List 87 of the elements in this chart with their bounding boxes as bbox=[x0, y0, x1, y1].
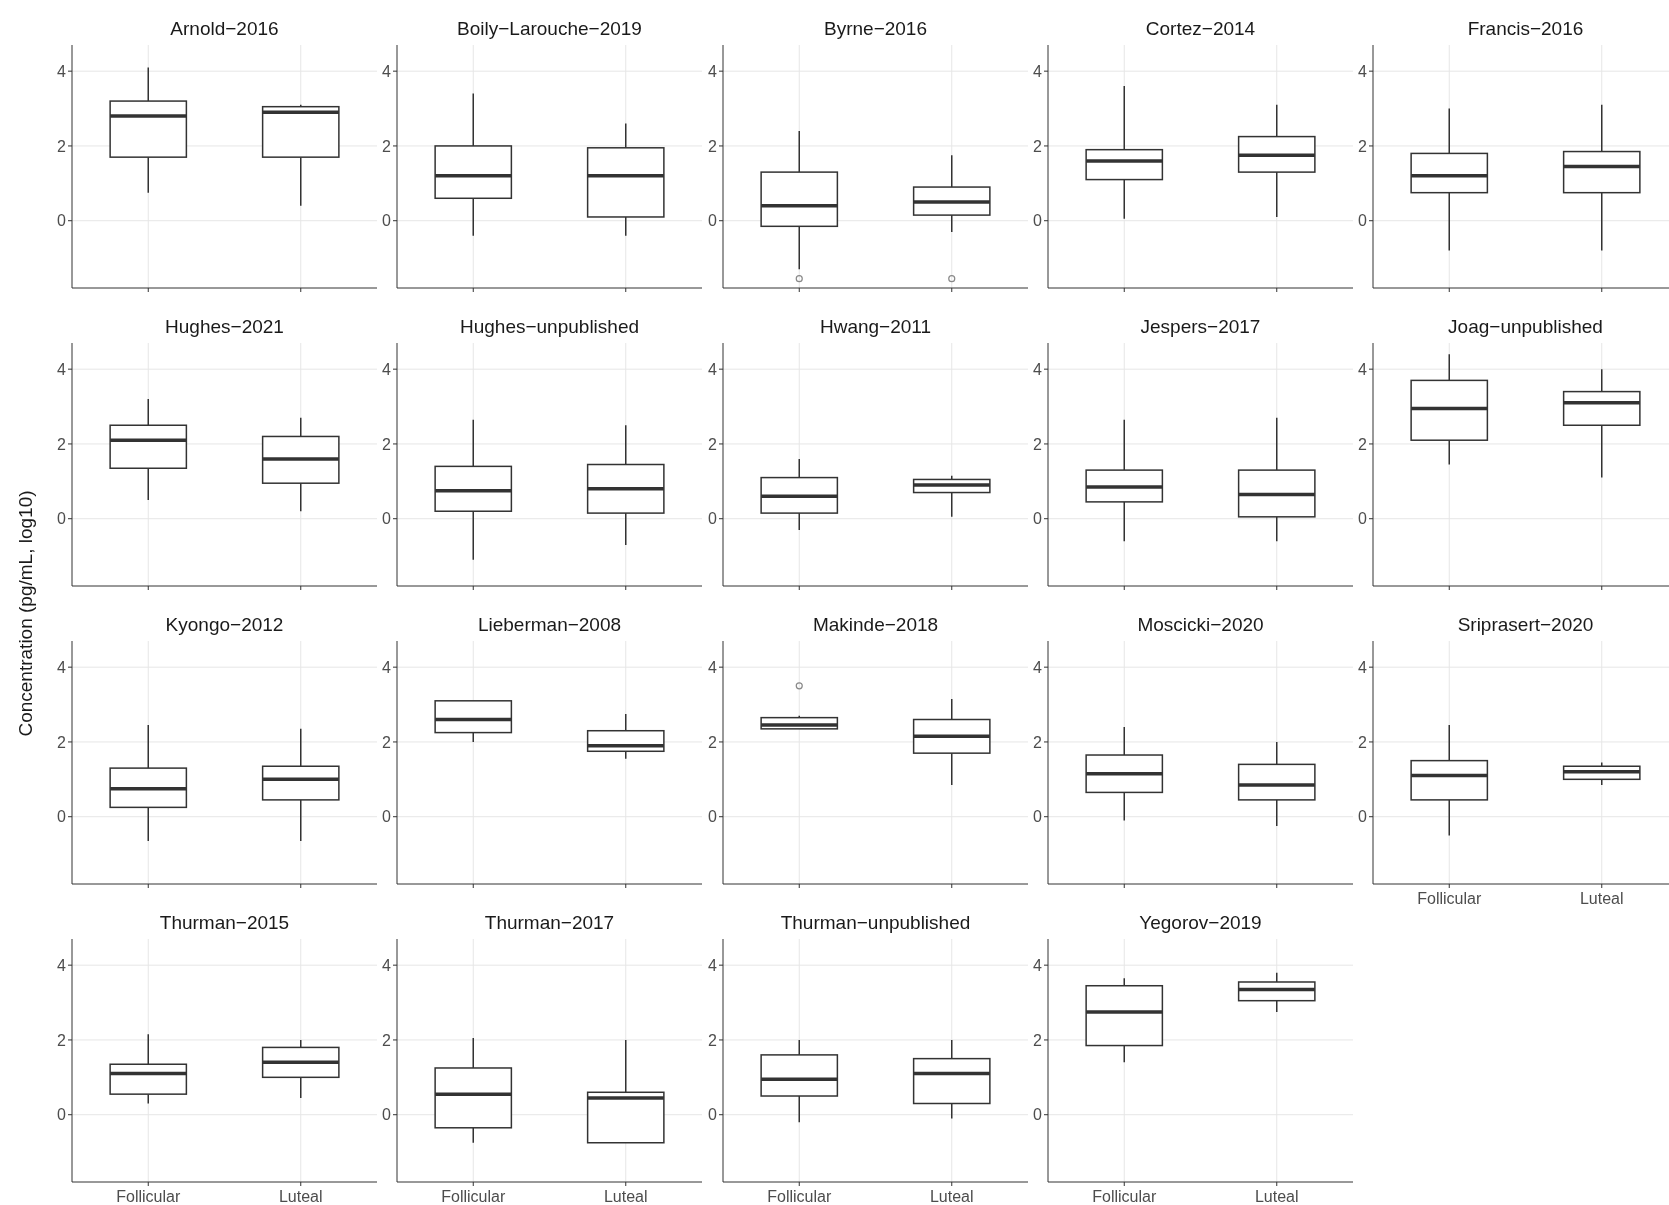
y-tick-label: 2 bbox=[382, 1031, 392, 1049]
y-tick-label: 0 bbox=[1033, 510, 1043, 528]
y-tick-label: 0 bbox=[57, 510, 67, 528]
y-tick-label: 0 bbox=[708, 808, 718, 826]
y-tick-label: 4 bbox=[1033, 956, 1043, 974]
x-tick-label: Luteal bbox=[603, 1188, 648, 1205]
y-tick-label: 0 bbox=[382, 212, 392, 230]
chart-title: Hughes−2021 bbox=[165, 316, 284, 337]
chart-title: Hughes−unpublished bbox=[459, 316, 640, 337]
y-tick-label: 2 bbox=[708, 435, 718, 453]
y-tick-label: 2 bbox=[1033, 137, 1043, 155]
y-tick-label: 0 bbox=[1358, 212, 1368, 230]
chart-title: Makinde−2018 bbox=[812, 614, 939, 635]
y-tick-label: 0 bbox=[382, 510, 392, 528]
x-tick-label: Follicular bbox=[116, 1188, 181, 1205]
y-tick-label: 0 bbox=[708, 212, 718, 230]
chart-title: Moscicki−2020 bbox=[1137, 614, 1264, 635]
chart-title: Yegorov−2019 bbox=[1139, 912, 1262, 933]
y-tick-label: 0 bbox=[1033, 212, 1043, 230]
chart-title: Thurman−unpublished bbox=[780, 912, 971, 933]
chart-title: Cortez−2014 bbox=[1145, 18, 1256, 39]
y-tick-label: 4 bbox=[382, 658, 392, 676]
y-tick-label: 4 bbox=[1033, 658, 1043, 676]
x-tick-label: Follicular bbox=[1092, 1188, 1157, 1205]
y-tick-label: 2 bbox=[1358, 137, 1368, 155]
y-tick-label: 4 bbox=[1358, 658, 1368, 676]
y-tick-label: 0 bbox=[57, 808, 67, 826]
y-tick-label: 4 bbox=[708, 658, 718, 676]
y-tick-label: 2 bbox=[1358, 435, 1368, 453]
y-tick-label: 4 bbox=[57, 62, 67, 80]
y-tick-label: 2 bbox=[1033, 733, 1043, 751]
y-tick-label: 2 bbox=[57, 1031, 67, 1049]
x-tick-label: Follicular bbox=[767, 1188, 832, 1205]
y-tick-label: 4 bbox=[1358, 360, 1368, 378]
chart-title: Sriprasert−2020 bbox=[1457, 614, 1594, 635]
x-tick-label: Luteal bbox=[929, 1188, 974, 1205]
y-tick-label: 2 bbox=[708, 733, 718, 751]
y-tick-label: 2 bbox=[382, 435, 392, 453]
y-tick-label: 2 bbox=[57, 137, 67, 155]
y-tick-label: 0 bbox=[57, 1106, 67, 1124]
y-tick-label: 2 bbox=[57, 435, 67, 453]
y-tick-label: 2 bbox=[708, 1031, 718, 1049]
x-tick-label: Luteal bbox=[278, 1188, 323, 1205]
y-tick-label: 4 bbox=[382, 62, 392, 80]
y-tick-label: 2 bbox=[1358, 733, 1368, 751]
y-tick-label: 2 bbox=[382, 137, 392, 155]
chart-title: Francis−2016 bbox=[1467, 18, 1584, 39]
y-tick-label: 2 bbox=[382, 733, 392, 751]
chart-title: Lieberman−2008 bbox=[477, 614, 622, 635]
chart-title: Kyongo−2012 bbox=[165, 614, 284, 635]
x-tick-label: Luteal bbox=[1254, 1188, 1299, 1205]
y-tick-label: 2 bbox=[708, 137, 718, 155]
chart-title: Boily−Larouche−2019 bbox=[457, 18, 642, 39]
chart-title: Byrne−2016 bbox=[824, 18, 927, 39]
y-tick-label: 2 bbox=[57, 733, 67, 751]
y-tick-label: 0 bbox=[57, 212, 67, 230]
y-tick-label: 0 bbox=[382, 808, 392, 826]
chart-title: Arnold−2016 bbox=[170, 18, 279, 39]
y-tick-label: 0 bbox=[708, 1106, 718, 1124]
chart-title: Thurman−2015 bbox=[159, 912, 290, 933]
y-tick-label: 4 bbox=[1033, 360, 1043, 378]
y-tick-label: 4 bbox=[708, 360, 718, 378]
chart-title: Hwang−2011 bbox=[819, 316, 932, 337]
chart-title: Jespers−2017 bbox=[1140, 316, 1261, 337]
y-tick-label: 4 bbox=[382, 360, 392, 378]
y-tick-label: 4 bbox=[57, 956, 67, 974]
x-tick-label: Luteal bbox=[1579, 890, 1624, 907]
y-tick-label: 0 bbox=[382, 1106, 392, 1124]
y-tick-label: 4 bbox=[1358, 62, 1368, 80]
y-tick-label: 4 bbox=[382, 956, 392, 974]
y-tick-label: 0 bbox=[1033, 1106, 1043, 1124]
y-tick-label: 4 bbox=[57, 360, 67, 378]
x-tick-label: Follicular bbox=[441, 1188, 506, 1205]
y-tick-label: 4 bbox=[708, 62, 718, 80]
y-axis-title: Concentration (pg/mL, log10) bbox=[15, 490, 36, 737]
y-tick-label: 0 bbox=[1358, 510, 1368, 528]
chart-title: Thurman−2017 bbox=[484, 912, 615, 933]
y-tick-label: 0 bbox=[1033, 808, 1043, 826]
chart-title: Joag−unpublished bbox=[1448, 316, 1603, 337]
y-tick-label: 4 bbox=[708, 956, 718, 974]
y-tick-label: 2 bbox=[1033, 435, 1043, 453]
y-tick-label: 4 bbox=[1033, 62, 1043, 80]
y-tick-label: 0 bbox=[708, 510, 718, 528]
y-tick-label: 2 bbox=[1033, 1031, 1043, 1049]
x-tick-label: Follicular bbox=[1417, 890, 1482, 907]
y-tick-label: 0 bbox=[1358, 808, 1368, 826]
y-tick-label: 4 bbox=[57, 658, 67, 676]
